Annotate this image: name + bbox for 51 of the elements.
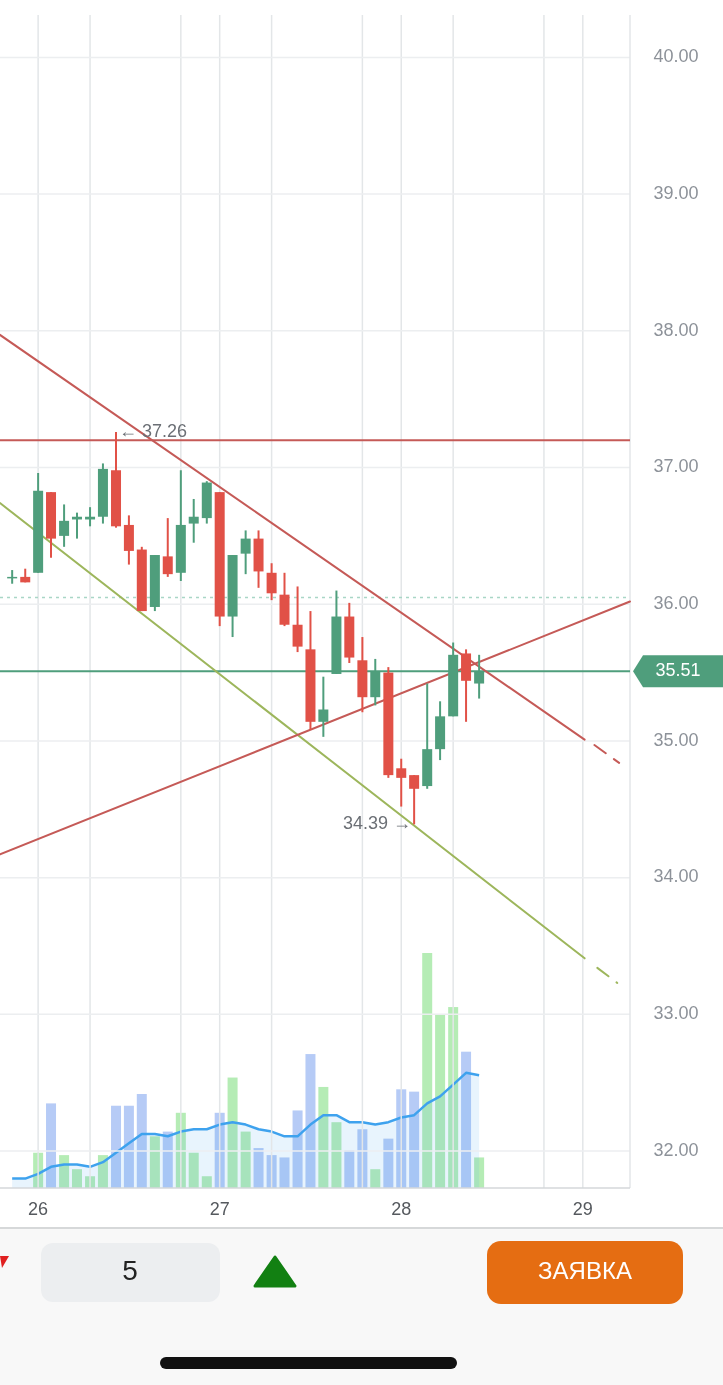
candlestick [188,497,199,544]
bar [318,1086,329,1188]
ref-line-label: 35.51 [655,659,701,680]
y-tick-label: 38.00 [653,319,699,340]
bar [461,1051,472,1188]
bar [240,1131,251,1188]
bar [422,953,433,1188]
bar [331,1122,342,1188]
candlestick [266,562,277,602]
text: 5 [122,1255,138,1287]
y-tick-label: 40.00 [653,46,699,67]
bar [370,1169,381,1188]
candlestick [396,757,407,808]
bar [123,1105,134,1188]
bar [279,1157,290,1188]
bar [344,1150,355,1188]
y-tick-label: 33.00 [653,1003,699,1024]
y-tick-label: 35.00 [653,729,699,750]
bar [188,1152,199,1188]
bar [292,1110,303,1188]
text: ЗАЯВКА [538,1257,632,1285]
candlestick [292,585,303,654]
y-tick-label: 34.00 [653,866,699,887]
x-tick-label: 26 [28,1198,49,1219]
y-tick-label: 39.00 [653,182,699,203]
y-tick-label: 32.00 [653,1139,699,1160]
bar [253,1148,264,1188]
bar [71,1169,82,1188]
bar [201,1176,212,1188]
bar [474,1157,485,1188]
bar [435,1014,446,1188]
candlestick [409,774,420,826]
candlestick [240,529,251,576]
bar [409,1091,420,1188]
x-tick-label: 29 [572,1198,593,1219]
y-tick-label: 37.00 [653,456,699,477]
bar [136,1094,147,1188]
candlestick [59,503,70,548]
x-tick-label: 27 [209,1198,230,1219]
bar [149,1136,160,1188]
x-tick-label: 28 [391,1198,412,1219]
bar [383,1138,394,1188]
candlestick [318,675,329,738]
annotation: 34.39 → [343,813,412,834]
candlestick [162,517,173,578]
bar [111,1105,122,1188]
bar [227,1077,238,1188]
y-tick-label: 36.00 [653,592,699,613]
bar [46,1103,57,1188]
bar [305,1054,316,1188]
annotation: ← 37.26 [119,420,188,441]
